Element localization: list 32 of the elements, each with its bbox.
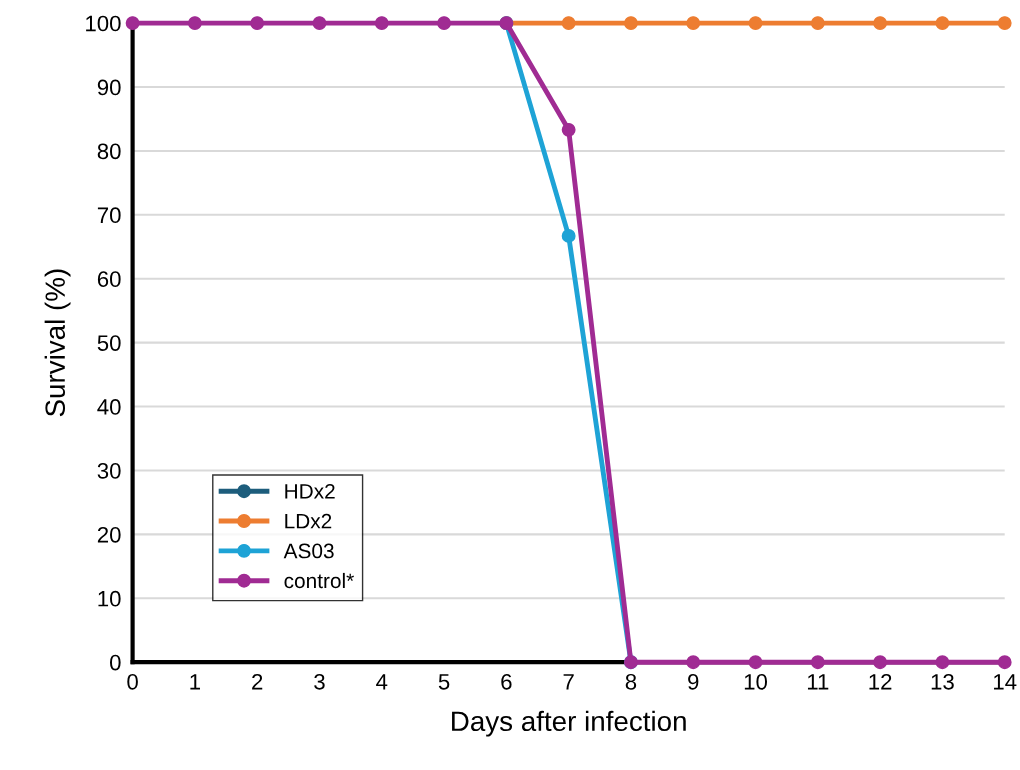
y-tick-label: 30 <box>97 463 121 479</box>
y-tick-label: 60 <box>97 271 121 288</box>
x-tick-label: 9 <box>688 673 699 690</box>
x-tick-label: 3 <box>314 673 325 690</box>
y-tick-label: 80 <box>97 143 121 160</box>
x-tick-label: 6 <box>501 673 512 690</box>
y-tick-label: 0 <box>110 654 121 671</box>
y-tick-label: 10 <box>98 590 121 607</box>
legend-label: LDx2 <box>285 513 332 529</box>
y-tick-label: 50 <box>97 335 121 351</box>
x-tick-label: 10 <box>744 673 768 690</box>
x-tick-label: 7 <box>563 674 574 690</box>
x-tick-label: 14 <box>994 674 1017 690</box>
legend-label: HDx2 <box>285 483 335 499</box>
x-tick-label: 12 <box>869 673 892 690</box>
x-axis-title: Days after infection <box>452 710 686 737</box>
y-axis-title: Survival (%) <box>44 269 71 417</box>
x-tick-label: 0 <box>127 673 138 690</box>
legend-label: control* <box>284 572 354 589</box>
y-tick-label: 20 <box>97 526 121 543</box>
x-tick-label: 11 <box>807 674 829 690</box>
x-tick-label: 1 <box>190 674 200 690</box>
x-tick-label: 5 <box>438 674 450 690</box>
legend-label: AS03 <box>283 543 334 559</box>
y-tick-label: 90 <box>97 79 121 96</box>
y-tick-label: 100 <box>86 15 121 32</box>
y-tick-label: 40 <box>97 399 121 415</box>
x-tick-label: 13 <box>931 673 954 690</box>
y-tick-label: 70 <box>97 207 121 224</box>
x-tick-label: 2 <box>252 673 263 690</box>
x-tick-label: 4 <box>376 674 388 690</box>
x-tick-label: 8 <box>625 673 637 690</box>
